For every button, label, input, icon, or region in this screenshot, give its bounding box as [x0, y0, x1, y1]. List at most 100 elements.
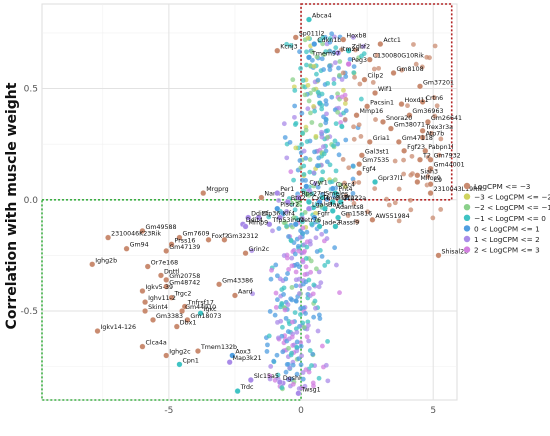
scatter-point: [314, 54, 320, 60]
labeled-point: [427, 181, 434, 188]
labeled-point: [142, 308, 149, 314]
labeled-point: [332, 223, 339, 230]
scatter-point: [322, 263, 328, 268]
labeled-point: [89, 261, 96, 268]
scatter-point: [288, 237, 294, 243]
labeled-point: [319, 194, 326, 201]
point-label: Grin2c: [249, 246, 270, 253]
scatter-point: [280, 210, 285, 216]
scatter-point: [333, 45, 339, 51]
point-label: Zfp36: [262, 211, 281, 218]
labeled-point: [419, 98, 426, 105]
point-label: Mmp16: [360, 108, 384, 115]
scatter-point: [399, 67, 405, 73]
point-label: Dbx1: [180, 320, 197, 327]
scatter-point: [303, 256, 309, 261]
scatter-point: [301, 324, 307, 330]
legend-entry: 1 < LogCPM <= 2: [474, 235, 540, 244]
scatter-point: [311, 314, 317, 320]
legend-entry: LogCPM <= −3: [474, 182, 531, 191]
scatter-point: [337, 59, 343, 64]
scatter-point: [370, 80, 376, 85]
labeled-point: [332, 190, 339, 197]
scatter-point: [374, 52, 380, 58]
scatter-point: [313, 305, 318, 311]
point-label: Tfp53inp1: [271, 217, 304, 224]
labeled-point: [234, 388, 241, 395]
labeled-point: [105, 234, 112, 241]
point-label: Dnttl: [164, 268, 180, 275]
point-label: Tmem97: [311, 50, 340, 57]
point-label: Ighg2c: [169, 349, 191, 356]
labeled-point: [358, 152, 365, 159]
point-label: Crtn6: [426, 95, 443, 102]
point-label: 2310046K23Rik: [111, 231, 161, 238]
scatter-point: [285, 329, 291, 334]
scatter-point: [292, 114, 297, 120]
scatter-point: [343, 74, 349, 79]
point-label: Fgfr: [317, 211, 330, 218]
scatter-point: [314, 249, 320, 254]
point-label: Mrgprg: [206, 186, 228, 193]
scatter-point: [297, 234, 303, 240]
labeled-point: [406, 112, 413, 119]
scatter-point: [284, 208, 289, 214]
scatter-point: [289, 255, 295, 261]
scatter-point: [289, 319, 295, 325]
scatter-point: [319, 56, 325, 62]
scatter-point: [267, 376, 273, 382]
labeled-point: [247, 377, 254, 383]
point-label: 2310043L19Rik: [434, 186, 484, 193]
labeled-point: [179, 308, 186, 314]
scatter-point: [305, 82, 311, 88]
point-label: Gm36963: [412, 108, 443, 115]
labeled-point: [401, 147, 408, 154]
labeled-point: [276, 214, 283, 221]
scatter-point: [284, 255, 290, 261]
scatter-point: [311, 282, 317, 288]
point-label: Fgf4: [362, 166, 376, 173]
labeled-point: [380, 118, 386, 125]
point-label: Pnt4: [338, 186, 352, 193]
scatter-point: [294, 371, 300, 377]
scatter-point: [401, 157, 406, 163]
scatter-point: [324, 111, 329, 117]
scatter-point: [293, 283, 299, 289]
scatter-point: [300, 230, 305, 236]
scatter-point: [396, 186, 402, 192]
scatter-point: [303, 127, 309, 133]
scatter-point: [320, 144, 326, 150]
scatter-point: [352, 74, 357, 80]
point-label: Per1: [280, 186, 294, 193]
scatter-point: [351, 70, 357, 75]
scatter-point: [350, 34, 356, 40]
scatter-point: [392, 200, 398, 206]
scatter-point: [409, 153, 415, 159]
scatter-point: [312, 181, 318, 186]
labeled-point: [395, 138, 402, 145]
x-tick-label: 0: [298, 406, 304, 416]
point-label: Gm15816: [341, 211, 372, 218]
scatter-point: [316, 375, 322, 381]
labeled-point: [139, 343, 146, 350]
plot-background: [41, 3, 458, 401]
point-label: Mmp9: [249, 219, 269, 226]
scatter-point: [310, 351, 316, 357]
point-label: Gm7932: [434, 153, 461, 160]
point-label: Slc15a5: [254, 373, 279, 380]
scatter-point: [332, 177, 338, 183]
scatter-point: [354, 219, 360, 224]
highlight-region-2: [41, 198, 302, 401]
scatter-point: [288, 43, 294, 48]
labeled-point: [144, 263, 151, 270]
point-label: Gm26641: [431, 115, 462, 122]
labeled-point: [163, 352, 170, 359]
labeled-point: [274, 47, 281, 54]
scatter-point: [274, 352, 280, 358]
labeled-point: [184, 316, 191, 323]
scatter-point: [273, 290, 279, 296]
scatter-point: [301, 188, 306, 193]
scatter-point: [318, 280, 324, 286]
labeled-point: [356, 170, 363, 177]
point-label: Gm20758: [169, 273, 200, 280]
